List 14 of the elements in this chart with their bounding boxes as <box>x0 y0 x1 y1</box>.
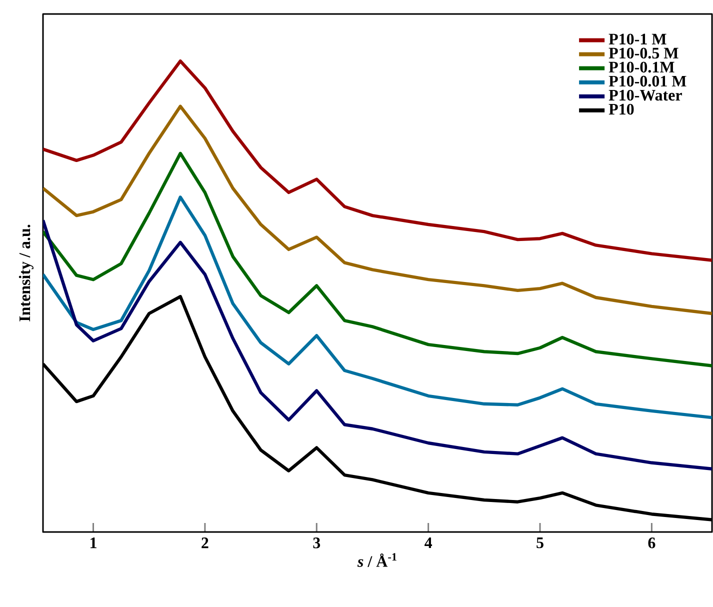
x-tick-label: 5 <box>536 538 544 548</box>
x-tick-label: 4 <box>424 538 432 548</box>
legend-label: P10 <box>608 104 634 115</box>
y-axis-title: Intensity / a.u. <box>18 224 34 322</box>
legend-label: P10-0.1M <box>608 62 674 73</box>
x-tick-label: 2 <box>202 538 208 548</box>
legend-label: P10-Water <box>608 90 682 101</box>
x-tick-label: 3 <box>313 538 320 548</box>
x-tick-label: 6 <box>648 538 656 548</box>
x-tick-label: 1 <box>90 538 96 548</box>
legend-label: P10-1 M <box>608 34 666 45</box>
legend-label: P10-0.01 M <box>608 76 686 87</box>
x-axis-title: s / Å$^{-1}$ <box>357 553 396 567</box>
legend-label: P10-0.5 M <box>608 48 678 59</box>
